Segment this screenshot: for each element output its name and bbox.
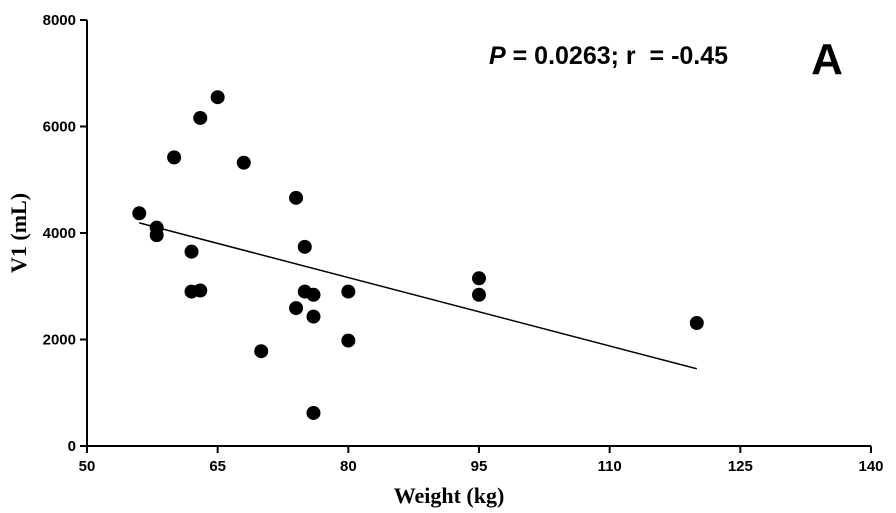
- data-point: [341, 333, 356, 348]
- x-tick-label: 65: [209, 458, 226, 475]
- data-point: [472, 287, 486, 302]
- data-point: [297, 239, 312, 254]
- data-point: [193, 110, 208, 125]
- data-point: [306, 309, 321, 324]
- x-tick-label: 50: [79, 458, 96, 475]
- data-point: [184, 244, 199, 259]
- x-tick-label: 110: [598, 458, 622, 475]
- x-axis-title: Weight (kg): [394, 483, 505, 508]
- data-point: [689, 315, 704, 330]
- data-points: [132, 90, 704, 420]
- x-tick-label: 80: [340, 458, 357, 475]
- x-tick-label: 140: [858, 458, 883, 475]
- y-tick-label: 0: [68, 438, 76, 455]
- y-tick-label: 2000: [43, 332, 76, 349]
- data-point: [341, 284, 356, 299]
- ticks: 50 65 80 95 110 125 140 0 2000 4000 6000 8000: [43, 12, 884, 475]
- data-point: [193, 283, 208, 298]
- y-tick-label: 6000: [43, 119, 76, 136]
- data-point: [254, 344, 269, 359]
- y-tick-label: 4000: [43, 225, 76, 242]
- data-point: [306, 287, 321, 302]
- axes: [86, 20, 871, 447]
- y-axis-title: V1 (mL): [6, 193, 31, 273]
- data-point: [236, 155, 251, 170]
- x-tick-label: 125: [728, 458, 753, 475]
- data-point: [306, 405, 321, 420]
- data-point: [149, 228, 164, 243]
- x-tick-label: 95: [471, 458, 488, 475]
- fit-line-group: [139, 222, 697, 370]
- y-tick-label: 8000: [43, 12, 76, 29]
- data-point: [167, 150, 182, 165]
- p-symbol: P: [489, 42, 506, 70]
- stats-text: = 0.0263; r = -0.45: [506, 42, 728, 70]
- data-point: [210, 90, 225, 105]
- data-point: [472, 271, 486, 286]
- data-point: [289, 301, 304, 316]
- regression-line: [139, 222, 697, 370]
- data-point: [132, 206, 147, 221]
- panel-label: A: [811, 35, 843, 84]
- data-point: [289, 190, 304, 205]
- stats-annotation: P = 0.0263; r = -0.45: [489, 42, 728, 70]
